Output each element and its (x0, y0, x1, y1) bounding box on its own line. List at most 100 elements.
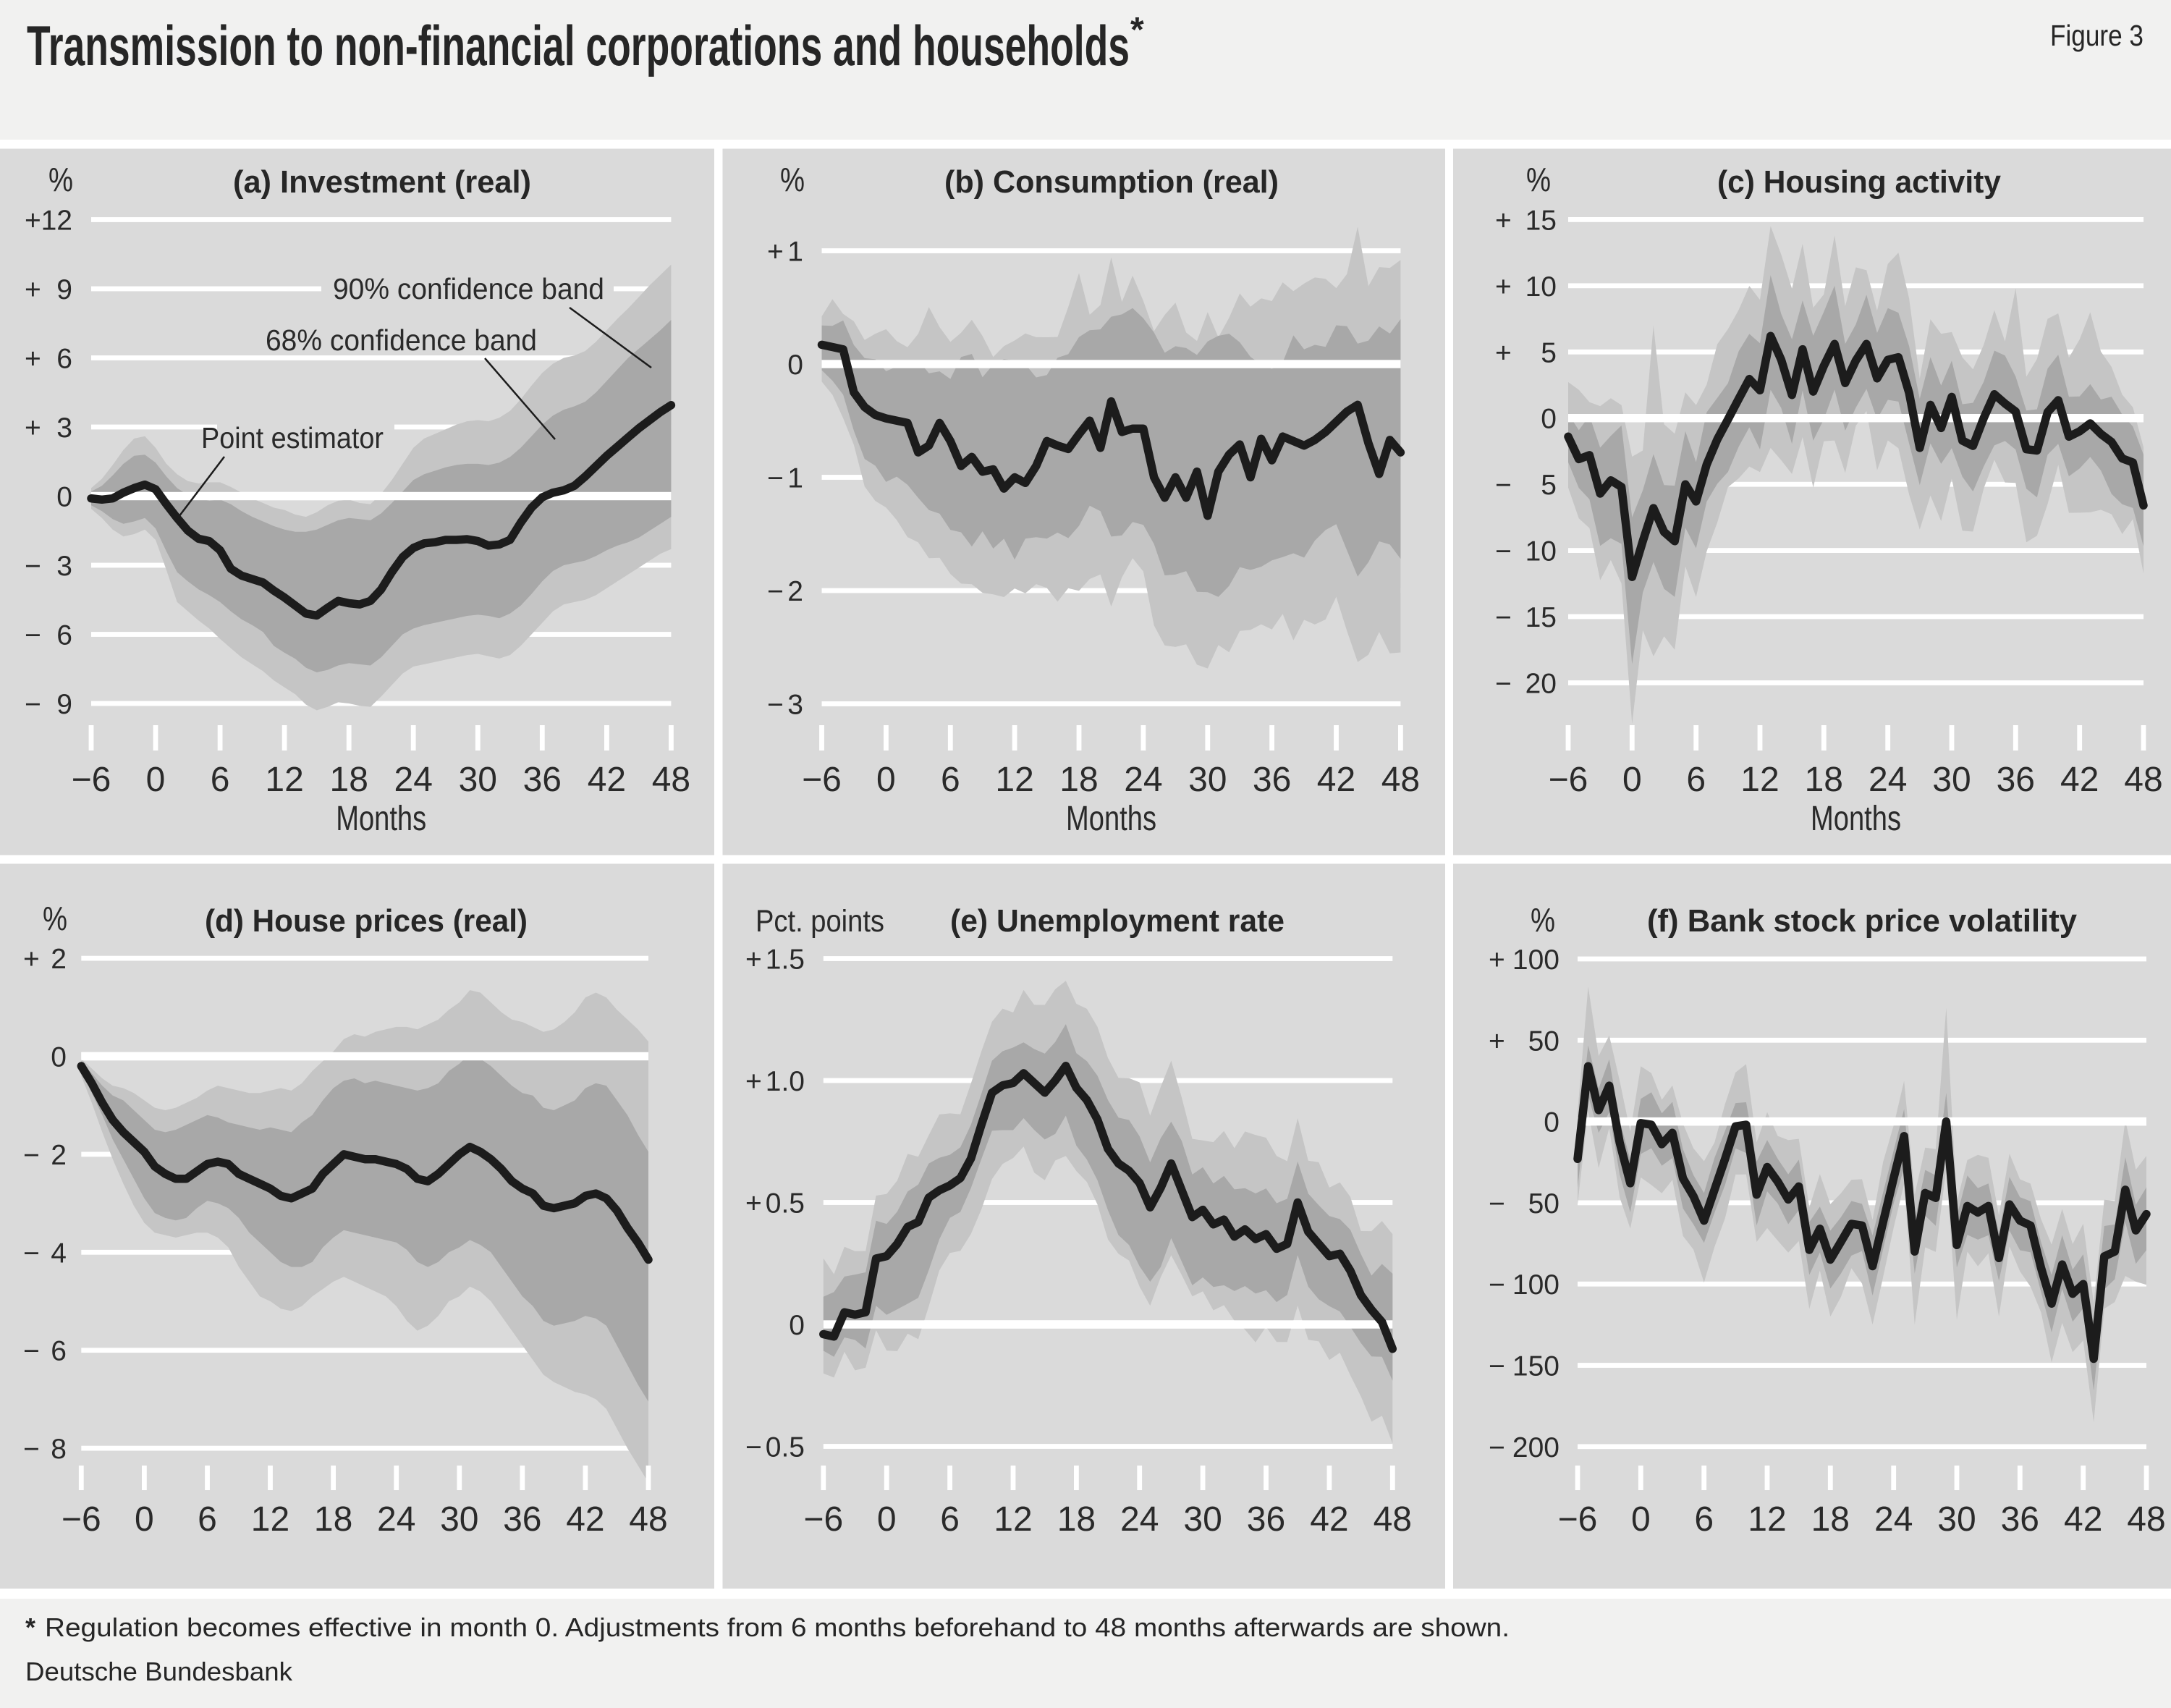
svg-text:0: 0 (1541, 404, 1557, 435)
svg-text:100: 100 (1512, 944, 1560, 976)
svg-text:+: + (25, 274, 41, 305)
svg-text:42: 42 (1310, 1500, 1348, 1539)
svg-text:Regulation becomes effective i: Regulation becomes effective in month 0.… (45, 1612, 1510, 1642)
svg-text:48: 48 (2124, 761, 2162, 799)
svg-text:15: 15 (1525, 602, 1557, 633)
svg-text:+: + (745, 1188, 762, 1219)
svg-text:+: + (25, 344, 41, 375)
svg-text:42: 42 (1317, 761, 1355, 799)
svg-text:−: − (23, 1434, 40, 1465)
svg-text:−: − (1489, 1351, 1505, 1382)
svg-text:36: 36 (2001, 1500, 2039, 1539)
svg-text:Months: Months (336, 800, 426, 838)
svg-text:9: 9 (56, 689, 72, 720)
svg-text:−: − (23, 1238, 40, 1269)
svg-text:36: 36 (1997, 761, 2035, 799)
svg-text:6: 6 (51, 1336, 67, 1367)
svg-text:12: 12 (995, 761, 1033, 799)
svg-text:−: − (23, 1140, 40, 1171)
svg-text:(e) Unemployment rate: (e) Unemployment rate (950, 903, 1285, 939)
svg-text:Deutsche Bundesbank: Deutsche Bundesbank (25, 1657, 293, 1686)
svg-text:−: − (1495, 470, 1512, 501)
svg-text:−6: −6 (72, 761, 111, 799)
svg-text:48: 48 (1381, 761, 1420, 799)
svg-text:0: 0 (51, 1042, 67, 1073)
svg-text:*: * (1130, 11, 1144, 49)
svg-text:1.5: 1.5 (766, 944, 805, 976)
svg-text:0.5: 0.5 (766, 1188, 805, 1219)
svg-text:2: 2 (787, 576, 803, 607)
svg-text:6: 6 (198, 1500, 217, 1539)
svg-text:30: 30 (1183, 1500, 1222, 1539)
svg-text:6: 6 (1686, 761, 1706, 799)
svg-text:18: 18 (314, 1500, 352, 1539)
svg-text:0: 0 (146, 761, 166, 799)
svg-text:8: 8 (51, 1434, 67, 1465)
svg-text:3: 3 (56, 551, 72, 582)
svg-text:18: 18 (1811, 1500, 1850, 1539)
svg-text:24: 24 (1869, 761, 1907, 799)
svg-text:24: 24 (1124, 761, 1162, 799)
svg-text:%: % (1526, 161, 1551, 198)
svg-text:30: 30 (440, 1500, 478, 1539)
svg-text:−6: −6 (1558, 1500, 1598, 1539)
svg-text:−: − (767, 576, 784, 607)
svg-text:48: 48 (652, 761, 690, 799)
svg-text:0: 0 (1544, 1107, 1560, 1138)
svg-text:5: 5 (1541, 470, 1557, 501)
svg-text:+: + (1495, 205, 1512, 236)
svg-text:90% confidence band: 90% confidence band (333, 272, 604, 305)
svg-text:−: − (25, 689, 41, 720)
svg-text:−: − (767, 463, 784, 494)
svg-text:12: 12 (41, 206, 72, 237)
svg-text:24: 24 (394, 761, 433, 799)
svg-text:3: 3 (56, 413, 72, 444)
svg-text:6: 6 (1694, 1500, 1714, 1539)
svg-text:(c) Housing activity: (c) Housing activity (1717, 164, 2002, 200)
svg-text:−: − (1489, 1432, 1505, 1463)
svg-text:10: 10 (1525, 536, 1557, 567)
svg-text:30: 30 (1188, 761, 1227, 799)
svg-text:15: 15 (1525, 205, 1557, 236)
svg-text:−: − (1495, 669, 1512, 700)
svg-text:50: 50 (1528, 1188, 1560, 1219)
svg-text:+: + (767, 237, 784, 268)
svg-text:0: 0 (787, 350, 803, 381)
svg-text:−6: −6 (1549, 761, 1588, 799)
svg-text:24: 24 (1120, 1500, 1159, 1539)
svg-text:2: 2 (51, 944, 67, 975)
svg-text:−: − (25, 551, 41, 582)
svg-text:−: − (1495, 536, 1512, 567)
svg-text:24: 24 (1874, 1500, 1913, 1539)
svg-text:%: % (780, 161, 805, 198)
svg-text:0.5: 0.5 (766, 1432, 805, 1463)
svg-text:12: 12 (251, 1500, 289, 1539)
svg-text:Months: Months (1811, 800, 1901, 838)
svg-text:%: % (1531, 901, 1555, 939)
svg-text:6: 6 (941, 761, 960, 799)
svg-text:3: 3 (787, 690, 803, 721)
svg-text:0: 0 (789, 1310, 805, 1341)
svg-text:1.0: 1.0 (766, 1066, 805, 1097)
svg-text:+: + (745, 944, 762, 976)
svg-text:(f) Bank stock price volatilit: (f) Bank stock price volatility (1647, 903, 2078, 939)
svg-text:6: 6 (211, 761, 230, 799)
svg-text:*: * (25, 1612, 35, 1642)
svg-text:36: 36 (1247, 1500, 1285, 1539)
svg-text:0: 0 (877, 1500, 897, 1539)
svg-text:18: 18 (1805, 761, 1843, 799)
svg-text:42: 42 (588, 761, 626, 799)
svg-text:(b) Consumption (real): (b) Consumption (real) (944, 164, 1279, 200)
svg-text:−: − (1495, 602, 1512, 633)
svg-text:6: 6 (56, 620, 72, 651)
svg-text:%: % (43, 900, 67, 937)
svg-text:68% confidence band: 68% confidence band (266, 324, 537, 357)
svg-text:(a) Investment (real): (a) Investment (real) (233, 164, 531, 200)
svg-text:20: 20 (1525, 669, 1557, 700)
svg-text:+: + (25, 206, 41, 237)
svg-text:0: 0 (135, 1500, 154, 1539)
svg-text:12: 12 (1740, 761, 1779, 799)
svg-text:1: 1 (787, 463, 803, 494)
svg-text:10: 10 (1525, 271, 1557, 303)
svg-text:12: 12 (1748, 1500, 1786, 1539)
